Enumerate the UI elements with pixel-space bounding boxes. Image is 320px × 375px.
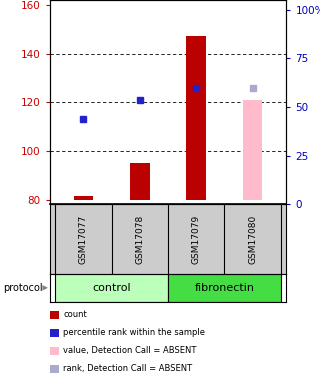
Bar <box>130 163 150 200</box>
Bar <box>74 196 93 200</box>
Text: GSM17077: GSM17077 <box>79 214 88 264</box>
Text: GSM17079: GSM17079 <box>192 214 201 264</box>
Text: rank, Detection Call = ABSENT: rank, Detection Call = ABSENT <box>63 364 193 373</box>
Text: GSM17078: GSM17078 <box>135 214 144 264</box>
Text: value, Detection Call = ABSENT: value, Detection Call = ABSENT <box>63 346 197 355</box>
Text: control: control <box>92 283 131 293</box>
Bar <box>186 36 206 200</box>
Text: protocol: protocol <box>3 283 43 293</box>
Text: fibronectin: fibronectin <box>194 283 254 293</box>
Text: GSM17080: GSM17080 <box>248 214 257 264</box>
Bar <box>168 274 281 302</box>
Text: percentile rank within the sample: percentile rank within the sample <box>63 328 205 337</box>
Text: count: count <box>63 310 87 319</box>
Bar <box>243 100 262 200</box>
Bar <box>55 274 168 302</box>
